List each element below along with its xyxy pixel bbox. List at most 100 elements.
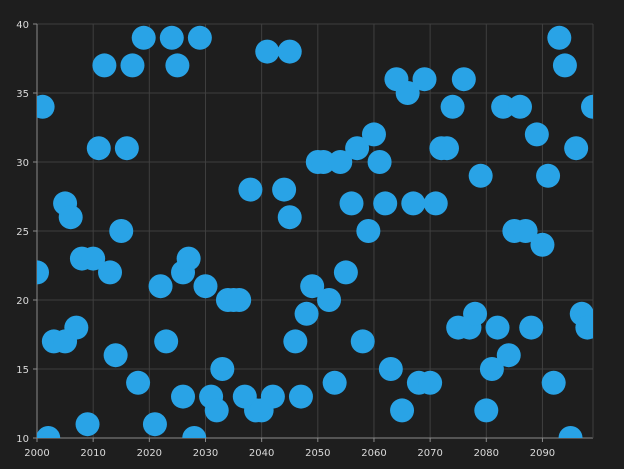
data-point xyxy=(423,191,448,216)
data-point xyxy=(345,136,370,161)
data-point xyxy=(356,219,381,243)
data-point xyxy=(37,94,55,119)
data-point xyxy=(333,260,358,285)
x-tick-label: 2020 xyxy=(137,448,162,459)
x-tick-label: 2090 xyxy=(530,448,555,459)
data-point xyxy=(210,357,235,381)
data-point xyxy=(547,25,572,50)
axes xyxy=(33,23,594,442)
data-point xyxy=(98,260,123,285)
data-point xyxy=(463,301,488,326)
data-point xyxy=(277,205,302,230)
data-point xyxy=(552,53,577,78)
data-point xyxy=(159,25,184,50)
data-point xyxy=(154,329,179,354)
data-point xyxy=(536,163,561,188)
data-point xyxy=(238,177,263,202)
data-point xyxy=(109,219,134,243)
data-point xyxy=(367,150,392,174)
data-point xyxy=(81,246,106,271)
data-point xyxy=(479,357,504,381)
x-tick-label: 2000 xyxy=(24,448,49,459)
data-point xyxy=(378,357,403,381)
data-point xyxy=(126,370,151,395)
data-point xyxy=(401,191,426,216)
x-tick-label: 2030 xyxy=(193,448,218,459)
data-point xyxy=(519,315,544,340)
data-points xyxy=(37,25,593,438)
data-point xyxy=(418,370,443,395)
data-point xyxy=(227,288,252,312)
data-point xyxy=(165,53,190,78)
y-tick-label: 25 xyxy=(16,227,29,238)
data-point xyxy=(395,81,420,105)
data-point xyxy=(260,384,285,409)
x-tick-label: 2080 xyxy=(474,448,499,459)
data-point xyxy=(575,315,593,340)
data-point xyxy=(390,398,415,423)
data-point xyxy=(171,384,196,409)
data-point xyxy=(92,53,117,78)
data-point xyxy=(524,122,549,147)
data-point xyxy=(496,343,521,368)
data-point xyxy=(142,412,167,437)
data-point xyxy=(468,163,493,188)
data-point xyxy=(530,232,555,257)
data-point xyxy=(564,136,589,161)
data-point xyxy=(120,53,145,78)
data-point xyxy=(317,288,342,312)
data-point xyxy=(294,301,319,326)
data-point xyxy=(288,384,313,409)
data-point xyxy=(311,150,336,174)
data-point xyxy=(86,136,111,161)
data-point xyxy=(328,150,353,174)
data-point xyxy=(283,329,308,354)
data-point xyxy=(187,25,212,50)
data-point xyxy=(373,191,398,216)
data-point xyxy=(131,25,156,50)
data-point xyxy=(581,94,593,119)
y-tick-label: 40 xyxy=(16,20,29,31)
x-tick-label: 2040 xyxy=(249,448,274,459)
y-tick-label: 10 xyxy=(16,434,29,445)
data-point xyxy=(474,398,499,423)
x-tick-label: 2010 xyxy=(80,448,105,459)
x-tick-label: 2050 xyxy=(305,448,330,459)
data-point xyxy=(440,94,465,119)
data-point xyxy=(272,177,297,202)
data-point xyxy=(434,136,459,161)
data-point xyxy=(322,370,347,395)
data-point xyxy=(58,205,83,230)
data-point xyxy=(485,315,510,340)
data-point xyxy=(64,315,89,340)
data-point xyxy=(37,260,49,285)
data-point xyxy=(37,426,61,438)
data-point xyxy=(507,94,532,119)
data-point xyxy=(204,398,229,423)
data-point xyxy=(255,39,280,64)
data-point xyxy=(182,426,207,438)
data-point xyxy=(176,246,201,271)
data-point xyxy=(148,274,173,299)
data-point xyxy=(541,370,566,395)
data-point xyxy=(491,94,516,119)
y-tick-label: 30 xyxy=(16,158,29,169)
y-tick-label: 20 xyxy=(16,296,29,307)
data-point xyxy=(300,274,325,299)
x-tick-label: 2070 xyxy=(417,448,442,459)
data-point xyxy=(350,329,375,354)
tick-labels: 10 15 20 25 30 35 40 2000 2010 2020 2030 2040 2050 20… xyxy=(16,20,555,459)
y-tick-label: 15 xyxy=(16,365,29,376)
x-tick-label: 2060 xyxy=(361,448,386,459)
data-point xyxy=(361,122,386,147)
data-point xyxy=(75,412,100,437)
data-point xyxy=(451,67,476,92)
data-point xyxy=(103,343,128,368)
y-tick-label: 35 xyxy=(16,89,29,100)
data-point xyxy=(412,67,437,92)
data-point xyxy=(339,191,364,216)
data-point xyxy=(193,274,218,299)
data-point xyxy=(513,219,538,243)
